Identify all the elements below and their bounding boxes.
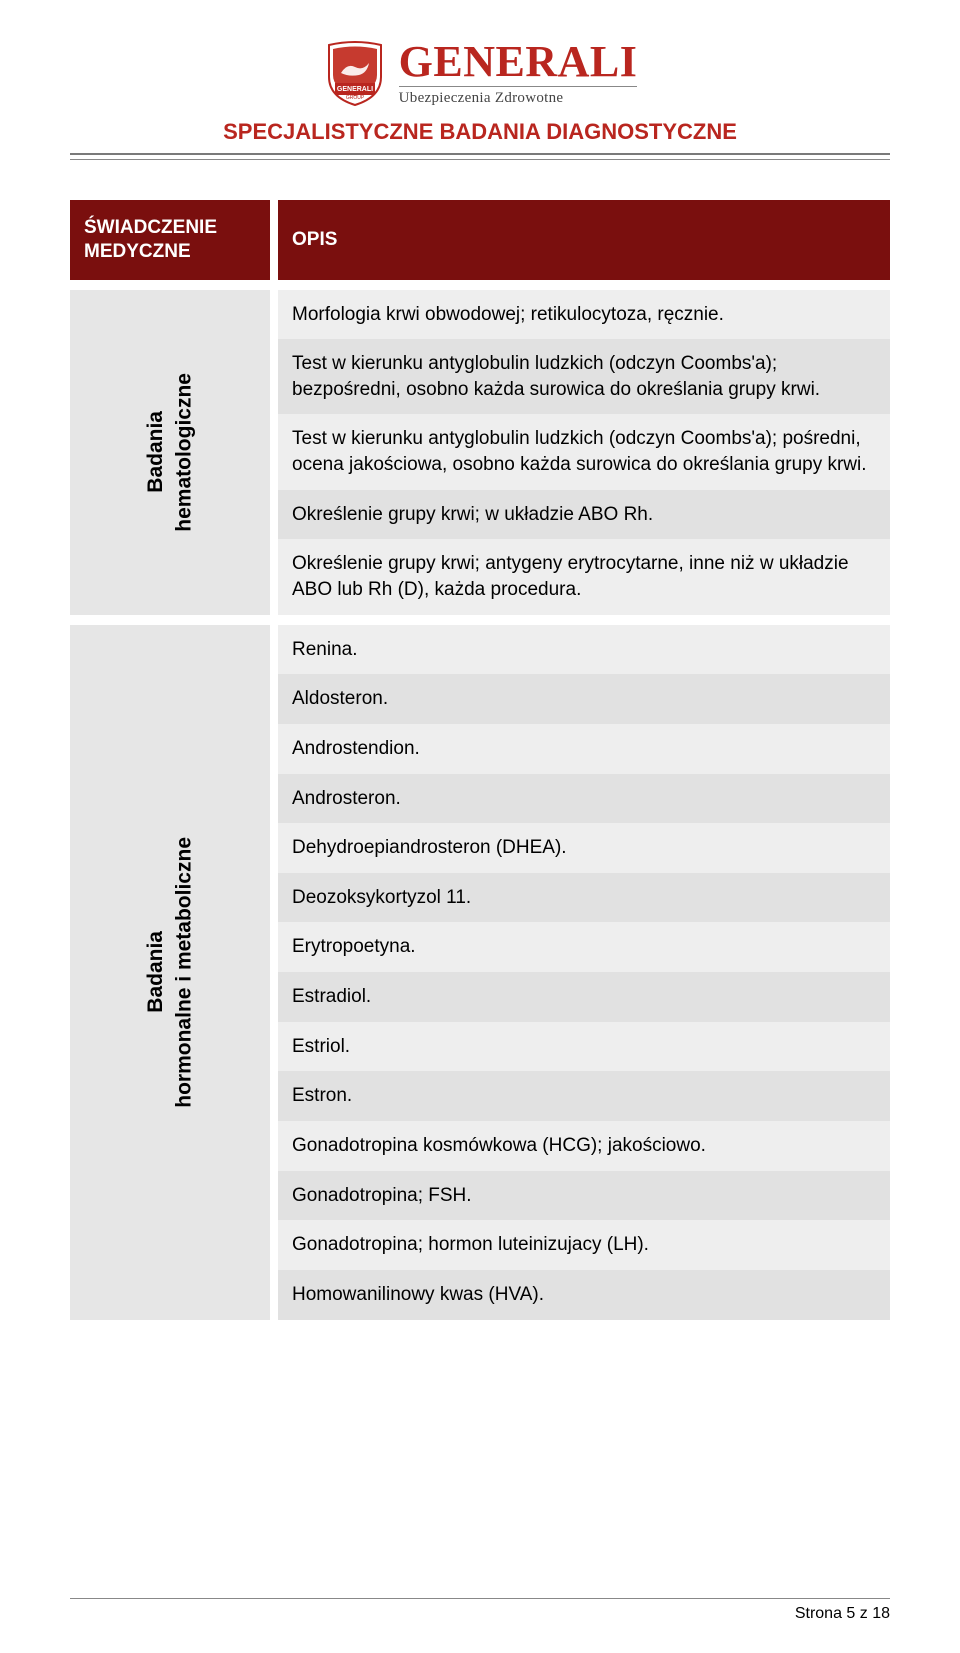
table-row: Dehydroepiandrosteron (DHEA). [278,823,890,873]
category-cell: Badaniahormonalne i metaboliczne [70,625,270,1320]
brand-header: GENERALI GROUP GENERALI Ubezpieczenia Zd… [70,40,890,107]
category-cell: Badaniahematologiczne [70,290,270,615]
divider-top [70,153,890,155]
footer-divider [70,1598,890,1599]
header-right: OPIS [278,200,890,280]
table-row: Gonadotropina; hormon luteinizujacy (LH)… [278,1220,890,1270]
header-left: ŚWIADCZENIE MEDYCZNE [70,200,270,280]
badge-text: GENERALI [337,86,373,93]
table-row: Morfologia krwi obwodowej; retikulocytoz… [278,290,890,340]
page-footer: Strona 5 z 18 [70,1598,890,1623]
table-row: Aldosteron. [278,674,890,724]
rows-group-1: Renina. Aldosteron. Androstendion. Andro… [278,625,890,1320]
table-row: Estron. [278,1071,890,1121]
category-label: Badaniahormonalne i metaboliczne [142,837,199,1108]
table-row: Gonadotropina; FSH. [278,1171,890,1221]
table-row: Deozoksykortyzol 11. [278,873,890,923]
table-row: Test w kierunku antyglobulin ludzkich (o… [278,414,890,489]
table-row: Renina. [278,625,890,675]
rows-group-0: Morfologia krwi obwodowej; retikulocytoz… [278,290,890,615]
brand-subtitle: Ubezpieczenia Zdrowotne [399,86,638,107]
table-row: Gonadotropina kosmówkowa (HCG); jakościo… [278,1121,890,1171]
table-row: Homowanilinowy kwas (HVA). [278,1270,890,1320]
table-row: Określenie grupy krwi; w układzie ABO Rh… [278,490,890,540]
document-title: SPECJALISTYCZNE BADANIA DIAGNOSTYCZNE [70,119,890,145]
table-row: Test w kierunku antyglobulin ludzkich (o… [278,339,890,414]
table-row: Erytropoetyna. [278,922,890,972]
divider-thin [70,159,890,160]
brand-badge-icon: GENERALI GROUP [323,41,387,107]
brand-wordmark: GENERALI [399,40,638,84]
table-row: Estriol. [278,1022,890,1072]
table-row: Określenie grupy krwi; antygeny erytrocy… [278,539,890,614]
table-row: Androstendion. [278,724,890,774]
category-label: Badaniahematologiczne [142,373,199,532]
brand-text: GENERALI Ubezpieczenia Zdrowotne [399,40,638,107]
page-number: Strona 5 z 18 [70,1605,890,1623]
badge-sub: GROUP [345,95,364,101]
content-table: ŚWIADCZENIE MEDYCZNE OPIS Badaniahematol… [70,200,890,1320]
table-row: Androsteron. [278,774,890,824]
table-row: Estradiol. [278,972,890,1022]
